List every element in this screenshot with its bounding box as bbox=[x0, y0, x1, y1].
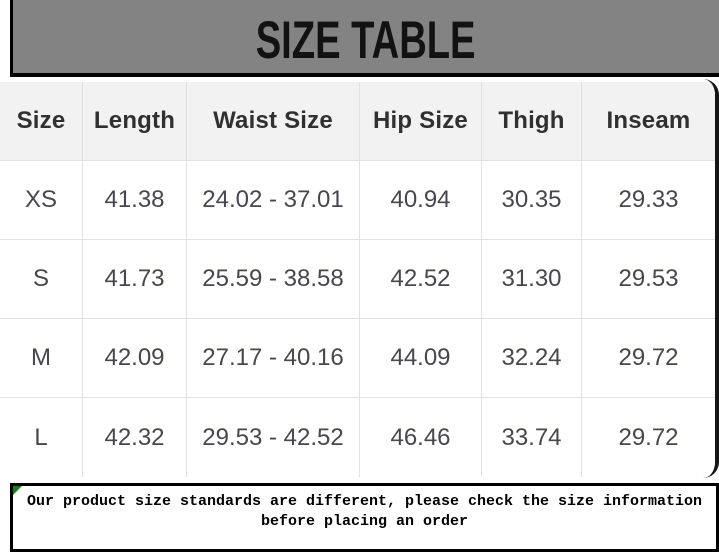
table-header-row: Size Length Waist Size Hip Size Thigh Inseam bbox=[0, 82, 715, 161]
footer-note-box: Our product size standards are different… bbox=[10, 483, 719, 552]
size-table: Size Length Waist Size Hip Size Thigh Inseam … bbox=[0, 79, 719, 478]
measurement-cell: 29.33 bbox=[618, 186, 679, 213]
page-title: SIZE TABLE bbox=[256, 11, 476, 70]
measurement-cell: 29.53 - 42.52 bbox=[187, 398, 360, 477]
footer-note-line1: Our product size standards are different… bbox=[26, 493, 703, 510]
measurement-cell: 27.17 - 40.16 bbox=[187, 319, 360, 397]
column-header-hip-size: Hip Size bbox=[360, 82, 482, 160]
measurement-cell: 41.38 bbox=[83, 161, 187, 239]
corner-flag-icon bbox=[13, 486, 22, 495]
measurement-cell: 41.73 bbox=[83, 240, 187, 318]
size-label-cell: XS bbox=[0, 161, 83, 239]
measurement-cell: 25.59 - 38.58 bbox=[187, 240, 360, 318]
title-underline bbox=[10, 73, 719, 77]
size-label-cell: S bbox=[0, 240, 83, 318]
table-row: XS 41.38 24.02 - 37.01 40.94 30.35 29.33 bbox=[0, 161, 715, 240]
measurement-cell: 42.32 bbox=[83, 398, 187, 477]
title-banner: SIZE TABLE bbox=[10, 0, 719, 73]
table-row: M 42.09 27.17 - 40.16 44.09 32.24 29.72 bbox=[0, 319, 715, 398]
measurement-cell: 32.24 bbox=[482, 319, 582, 397]
table-body: XS 41.38 24.02 - 37.01 40.94 30.35 29.33 S 41.7… bbox=[0, 161, 715, 477]
size-label-cell: L bbox=[0, 398, 83, 477]
column-header-inseam: Inseam bbox=[606, 107, 691, 134]
measurement-cell: 33.74 bbox=[482, 398, 582, 477]
measurement-cell: 29.72 bbox=[618, 423, 679, 451]
measurement-cell: 30.35 bbox=[482, 161, 582, 239]
measurement-cell: 46.46 bbox=[360, 398, 482, 477]
measurement-cell: 31.30 bbox=[482, 240, 582, 318]
column-header-thigh: Thigh bbox=[482, 82, 582, 160]
measurement-cell: 40.94 bbox=[360, 161, 482, 239]
measurement-cell: 42.09 bbox=[83, 319, 187, 397]
table-row: L 42.32 29.53 - 42.52 46.46 33.74 29.72 bbox=[0, 398, 715, 477]
column-header-size: Size bbox=[0, 82, 83, 160]
measurement-cell: 24.02 - 37.01 bbox=[187, 161, 360, 239]
measurement-cell: 44.09 bbox=[360, 319, 482, 397]
table-row: S 41.73 25.59 - 38.58 42.52 31.30 29.53 bbox=[0, 240, 715, 319]
column-header-waist-size: Waist Size bbox=[187, 82, 360, 160]
column-header-length: Length bbox=[83, 82, 187, 160]
measurement-cell: 42.52 bbox=[360, 240, 482, 318]
footer-note-line2: before placing an order bbox=[260, 513, 469, 530]
measurement-cell: 29.72 bbox=[618, 344, 679, 371]
size-label-cell: M bbox=[0, 319, 83, 397]
measurement-cell: 29.53 bbox=[618, 265, 679, 292]
